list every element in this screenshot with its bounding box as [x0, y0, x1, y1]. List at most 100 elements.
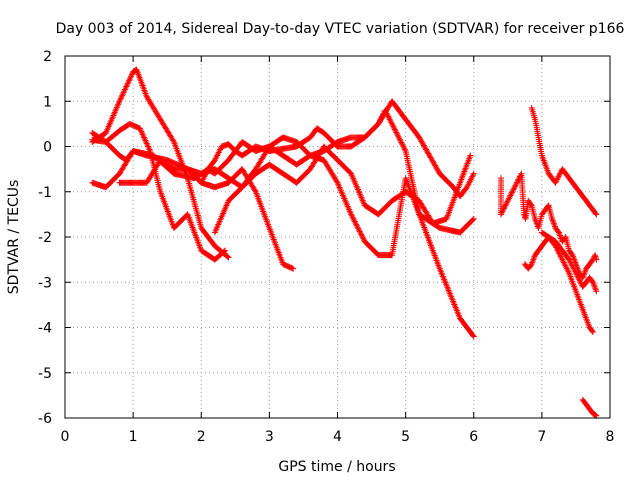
data-point — [126, 77, 133, 84]
data-point — [352, 219, 359, 226]
series-arc-1 — [89, 66, 232, 261]
data-point — [127, 74, 134, 81]
x-tick-label: 0 — [61, 429, 70, 445]
data-point — [118, 93, 125, 100]
data-point — [356, 228, 363, 235]
data-point — [355, 225, 362, 232]
data-point — [128, 73, 135, 80]
data-point — [350, 215, 357, 222]
x-tick-label: 2 — [197, 429, 206, 445]
series-arc-11 — [538, 229, 596, 336]
data-point — [501, 204, 508, 211]
data-point — [125, 79, 132, 86]
data-point — [333, 178, 340, 185]
data-point — [124, 80, 131, 87]
series-arc-10 — [521, 234, 600, 295]
x-tick-label: 5 — [401, 429, 410, 445]
data-point — [469, 216, 476, 223]
data-point — [390, 123, 397, 130]
data-point — [391, 125, 398, 132]
data-point — [128, 71, 135, 78]
y-tick-label: -3 — [38, 275, 52, 291]
data-point — [123, 82, 130, 89]
series-arc-9 — [528, 105, 600, 218]
data-point — [119, 92, 126, 99]
y-tick-label: -1 — [38, 185, 52, 201]
data-point — [353, 222, 360, 229]
data-point — [469, 332, 476, 339]
data-point — [568, 250, 575, 257]
data-point — [121, 86, 128, 93]
data-point — [122, 85, 129, 92]
data-point — [508, 189, 515, 196]
data-point — [353, 221, 360, 228]
series-arc-7 — [211, 143, 474, 236]
chart-title: Day 003 of 2014, Sidereal Day-to-day VTE… — [56, 21, 625, 37]
data-point — [399, 142, 406, 149]
data-point — [513, 180, 520, 187]
data-point — [467, 152, 474, 159]
data-point — [348, 212, 355, 219]
y-axis-label: SDTVAR / TECUs — [6, 180, 22, 295]
data-point — [592, 210, 599, 217]
series-arc-2 — [89, 120, 229, 263]
y-tick-label: -2 — [38, 230, 52, 246]
y-tick-label: 1 — [43, 94, 52, 110]
data-point — [502, 202, 509, 209]
data-point — [221, 248, 228, 255]
data-point — [498, 209, 505, 216]
data-point — [509, 188, 516, 195]
data-point — [290, 265, 297, 272]
data-point — [391, 126, 398, 133]
x-tick-label: 1 — [129, 429, 138, 445]
data-point — [349, 214, 356, 221]
data-point — [392, 128, 399, 135]
data-point — [117, 96, 124, 103]
plot-frame — [64, 55, 611, 419]
data-point — [507, 192, 514, 199]
data-point — [400, 143, 407, 150]
data-point — [358, 231, 365, 238]
y-tick-label: -6 — [38, 411, 52, 427]
y-tick-label: -5 — [38, 366, 52, 382]
series-arc-3 — [89, 148, 297, 272]
x-tick-label: 4 — [333, 429, 342, 445]
grid — [65, 56, 610, 418]
data-point — [512, 182, 519, 189]
data-point — [589, 327, 596, 334]
data-point — [354, 224, 361, 231]
y-tick-label: -4 — [38, 321, 52, 337]
data-point — [396, 136, 403, 143]
data-point — [398, 139, 405, 146]
data-point — [117, 95, 124, 102]
series-arc-8 — [498, 170, 600, 281]
data-point — [498, 211, 504, 218]
data-point — [401, 146, 408, 153]
data-point — [121, 87, 128, 94]
data-point — [555, 228, 562, 235]
data-point — [527, 201, 534, 208]
data-point — [356, 227, 363, 234]
data-point — [401, 145, 408, 152]
data-marks — [89, 66, 600, 419]
data-point — [499, 208, 506, 215]
data-point — [511, 183, 518, 190]
data-point — [500, 207, 507, 214]
x-tick-label: 7 — [537, 429, 546, 445]
data-point — [399, 140, 406, 147]
data-point — [225, 254, 232, 261]
data-point — [394, 132, 401, 139]
data-point — [593, 288, 600, 295]
data-point — [517, 172, 524, 179]
data-point — [511, 185, 518, 192]
data-point — [514, 177, 521, 184]
data-point — [359, 234, 366, 241]
data-point — [357, 229, 364, 236]
y-tick-label: 0 — [43, 140, 52, 156]
data-point — [396, 135, 403, 142]
data-point — [123, 83, 130, 90]
data-point — [505, 196, 512, 203]
data-point — [593, 211, 600, 218]
data-point — [397, 138, 404, 145]
